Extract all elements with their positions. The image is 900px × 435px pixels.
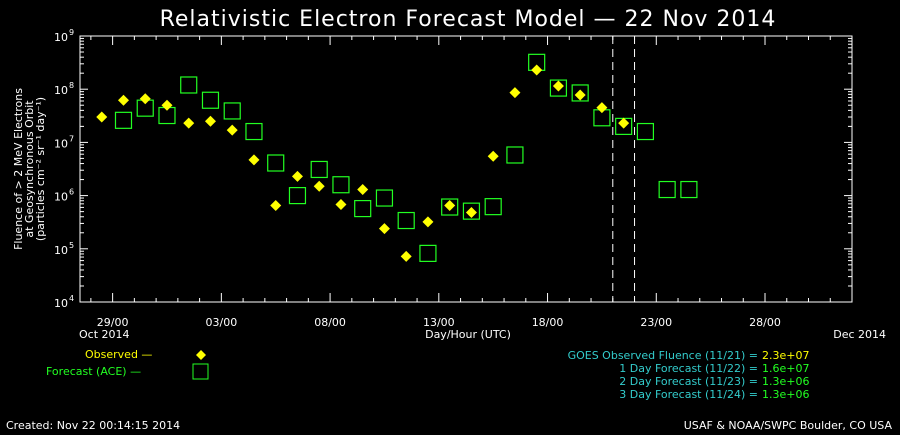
observed-point [574, 89, 586, 101]
y-axis-label-line-2: at Geosynchronous Orbit [23, 100, 36, 238]
observed-point [335, 199, 347, 211]
forecast-point [506, 146, 524, 164]
forecast-summary: GOES Observed Fluence (11/21) = 2.3e+07 … [568, 349, 810, 401]
x-tick-label: 03/00 [206, 316, 238, 329]
y-axis-label-line-1: Fluence of > 2 MeV Electrons [12, 88, 25, 250]
observed-point [270, 200, 282, 212]
observed-point [291, 170, 303, 182]
legend-observed-label: Observed — [85, 348, 152, 361]
forecast-point [354, 199, 372, 218]
observed-point [226, 124, 238, 136]
forecast-point [375, 189, 394, 207]
forecast-boundary-lines [612, 36, 636, 302]
forecast-point [571, 84, 589, 102]
observed-point [618, 117, 630, 129]
summary-line-goes: GOES Observed Fluence (11/21) = [568, 349, 758, 362]
y-tick-label-exponent: 7 [69, 134, 74, 143]
forecast-point [223, 102, 241, 120]
summary-value-goes: 2.3e+07 [762, 349, 809, 362]
forecast-point [680, 180, 698, 199]
x-tick-label: 29/00 [97, 316, 129, 329]
x-tick-label: 18/00 [532, 316, 564, 329]
observed-point [531, 64, 543, 76]
y-tick-label-exponent: 4 [69, 294, 74, 303]
x-axis: 29/00 03/00 08/00 13/00 18/00 23/00 28/00 [90, 36, 853, 329]
forecast-point [397, 211, 415, 230]
summary-line-day3: 3 Day Forecast (11/24) = [619, 388, 758, 401]
y-tick-label: 10 [54, 244, 68, 257]
forecast-point [310, 160, 328, 179]
summary-line-day1: 1 Day Forecast (11/22) = [619, 362, 758, 375]
observed-point [248, 154, 260, 166]
plot-frame [79, 35, 853, 303]
forecast-series [114, 53, 698, 262]
forecast-point [462, 202, 481, 220]
observed-point [552, 80, 564, 92]
x-tick-label: 08/00 [314, 316, 346, 329]
summary-value-day2: 1.3e+06 [762, 375, 809, 388]
observed-point [117, 94, 129, 106]
observed-point [204, 115, 216, 127]
forecast-point [441, 198, 459, 216]
y-axis-label: Fluence of > 2 MeV Electrons at Geosynch… [12, 88, 47, 250]
y-tick-label-exponent: 8 [69, 81, 74, 90]
credit-text: USAF & NOAA/SWPC Boulder, CO USA [684, 419, 893, 432]
legend-forecast-label: Forecast (ACE) — [46, 365, 141, 378]
forecast-point [484, 198, 502, 216]
observed-series [96, 64, 630, 262]
forecast-point [288, 187, 307, 205]
x-tick-label: 13/00 [423, 316, 455, 329]
observed-point [509, 87, 521, 99]
forecast-point [180, 76, 198, 94]
observed-point [487, 150, 499, 162]
observed-point [422, 216, 434, 228]
legend-observed-diamond [196, 350, 206, 360]
forecast-point [419, 244, 437, 262]
chart-title: Relativistic Electron Forecast Model — 2… [160, 7, 777, 32]
summary-value-day1: 1.6e+07 [762, 362, 809, 375]
summary-value-day3: 1.3e+06 [762, 388, 809, 401]
y-tick-label: 10 [54, 31, 68, 44]
observed-point [400, 250, 412, 262]
legend-forecast-square [192, 363, 209, 380]
observed-point [596, 102, 608, 114]
forecast-point [332, 176, 350, 194]
forecast-point [245, 122, 263, 141]
summary-line-day2: 2 Day Forecast (11/23) = [619, 375, 758, 388]
observed-point [313, 180, 325, 192]
created-timestamp: Created: Nov 22 00:14:15 2014 [6, 419, 180, 432]
forecast-point [636, 122, 655, 141]
forecast-point [658, 180, 676, 199]
x-tick-label: 28/00 [749, 316, 781, 329]
y-tick-label: 10 [54, 191, 68, 204]
y-tick-label-exponent: 9 [69, 28, 74, 37]
y-axis-label-line-3: (particles cm⁻² sr⁻¹ day⁻¹) [34, 97, 47, 241]
x-start-label: Oct 2014 [79, 328, 130, 341]
forecast-point [549, 79, 568, 97]
y-tick-label: 10 [54, 84, 68, 97]
observed-point [161, 99, 173, 111]
legend: Observed — Forecast (ACE) — [46, 348, 209, 380]
observed-point [378, 223, 390, 235]
forecast-point [114, 111, 133, 129]
x-end-label: Dec 2014 [833, 328, 886, 341]
observed-point [96, 111, 108, 123]
y-tick-label: 10 [54, 297, 68, 310]
observed-point [465, 207, 477, 219]
observed-point [357, 184, 369, 196]
y-tick-label: 10 [54, 137, 68, 150]
x-axis-label: Day/Hour (UTC) [425, 328, 511, 341]
observed-point [444, 200, 456, 212]
y-tick-label-exponent: 5 [69, 241, 74, 250]
x-tick-label: 23/00 [640, 316, 672, 329]
forecast-point [267, 154, 285, 172]
forecast-point [201, 91, 220, 109]
observed-point [183, 117, 195, 129]
y-tick-label-exponent: 6 [69, 188, 74, 197]
observed-point [139, 93, 151, 105]
